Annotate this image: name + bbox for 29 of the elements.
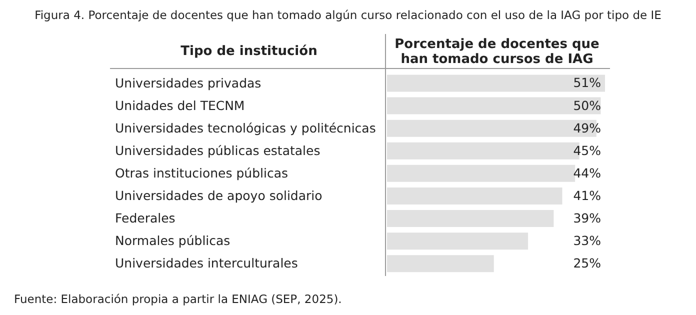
y-tick-label: Universidades públicas estatales <box>115 142 320 158</box>
bar <box>387 164 576 182</box>
data-label: 45% <box>573 142 602 158</box>
bar <box>387 255 494 272</box>
y-tick-label: Universidades privadas <box>115 75 262 90</box>
y-tick-label: Unidades del TECNM <box>115 98 245 113</box>
source-note: Fuente: Elaboración propia a partir la ENIAG (SEP, 2025). <box>14 292 342 306</box>
data-label: 49% <box>573 120 602 136</box>
data-label: 25% <box>573 256 602 271</box>
data-label: 51% <box>573 75 602 90</box>
y-tick-label: Universidades de apoyo solidario <box>115 188 322 204</box>
y-tick-label: Universidades interculturales <box>115 256 298 271</box>
chart-title: Figura 4. Porcentaje de docentes que han tomado algún curso relacionado con el uso de la IAG por tipo de IE <box>34 8 662 22</box>
bar <box>387 74 605 92</box>
data-label: 39% <box>573 210 602 226</box>
y-tick-label: Normales públicas <box>115 233 230 248</box>
x-axis-title: Porcentaje de docentes que han tomado cursos de IAG <box>394 37 600 67</box>
data-label: 33% <box>573 233 602 248</box>
y-tick-label: Universidades tecnológicas y politécnicas <box>115 120 376 136</box>
bar <box>387 210 554 228</box>
y-tick-label: Otras instituciones públicas <box>115 166 288 180</box>
bar <box>387 97 601 114</box>
data-label: 50% <box>573 98 602 113</box>
bar <box>387 232 528 250</box>
y-tick-label: Federales <box>115 210 176 226</box>
bar <box>387 187 562 204</box>
y-axis-title: Tipo de institución <box>180 44 318 59</box>
data-label: 41% <box>573 188 602 203</box>
data-label: 44% <box>573 165 602 180</box>
